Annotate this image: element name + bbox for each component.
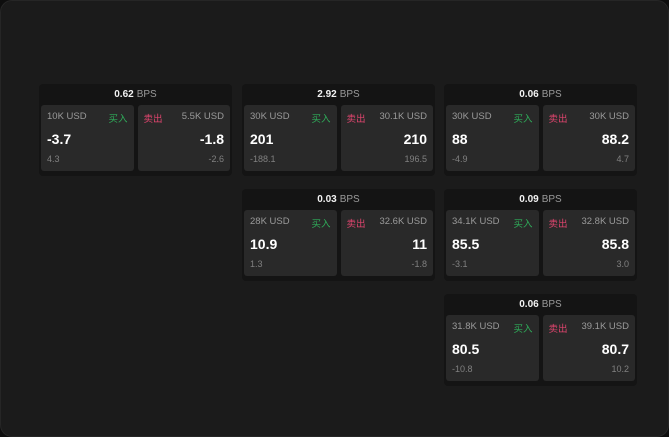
- spread-header: 0.06 BPS: [444, 84, 637, 105]
- buy-cell[interactable]: 30K USD 买入 88 -4.9: [446, 105, 539, 171]
- sell-cell[interactable]: 卖出 32.6K USD 11 -1.8: [340, 210, 433, 276]
- spread-value: 0.03: [317, 194, 337, 205]
- spread-unit: BPS: [541, 299, 562, 310]
- spread-unit: BPS: [136, 89, 157, 100]
- buy-cell[interactable]: 10K USD 买入 -3.7 4.3: [41, 105, 134, 171]
- bid-size: 31.8K USD: [452, 321, 500, 332]
- spread-header: 0.62 BPS: [39, 84, 232, 105]
- quote-card: 2.92 BPS 30K USD 买入 201 -188.1 卖出 30.1K USD…: [242, 84, 435, 176]
- ask-price: 85.8: [601, 236, 629, 252]
- spread-value: 0.09: [519, 194, 539, 205]
- ask-change: 4.7: [616, 154, 629, 164]
- ask-size: 30K USD: [589, 111, 629, 122]
- sell-label: 卖出: [143, 114, 163, 125]
- sell-cell[interactable]: 卖出 30.1K USD 210 196.5: [340, 105, 433, 171]
- bid-size: 10K USD: [47, 111, 87, 122]
- sell-cell[interactable]: 卖出 30K USD 88.2 4.7: [542, 105, 635, 171]
- ask-change: -2.6: [208, 154, 224, 164]
- buy-label: 买入: [108, 114, 128, 125]
- ask-change: 3.0: [616, 259, 629, 269]
- sell-label: 卖出: [346, 219, 366, 230]
- ask-price: 80.7: [601, 341, 629, 357]
- quote-card: 0.09 BPS 34.1K USD 买入 85.5 -3.1 卖出 32.8K US…: [444, 189, 637, 281]
- spread-value: 0.06: [519, 89, 539, 100]
- ask-change: 196.5: [404, 154, 427, 164]
- ask-change: 10.2: [611, 364, 629, 374]
- bid-price: 80.5: [452, 341, 480, 357]
- sell-label: 卖出: [548, 219, 568, 230]
- buy-cell[interactable]: 31.8K USD 买入 80.5 -10.8: [446, 315, 539, 381]
- bid-change: 1.3: [250, 259, 263, 269]
- ask-size: 32.6K USD: [379, 216, 427, 227]
- quote-card: 0.06 BPS 30K USD 买入 88 -4.9 卖出 30K USD 88.2…: [444, 84, 637, 176]
- spread-header: 0.09 BPS: [444, 189, 637, 210]
- buy-label: 买入: [311, 219, 331, 230]
- quote-card: 0.62 BPS 10K USD 买入 -3.7 4.3 卖出 5.5K USD -1…: [39, 84, 232, 176]
- bid-size: 28K USD: [250, 216, 290, 227]
- sell-label: 卖出: [548, 114, 568, 125]
- bid-change: -10.8: [452, 364, 473, 374]
- bid-change: -188.1: [250, 154, 276, 164]
- sell-cell[interactable]: 卖出 5.5K USD -1.8 -2.6: [137, 105, 230, 171]
- bid-change: -4.9: [452, 154, 468, 164]
- bid-size: 30K USD: [250, 111, 290, 122]
- spread-unit: BPS: [541, 194, 562, 205]
- ask-size: 5.5K USD: [181, 111, 224, 122]
- sell-label: 卖出: [548, 324, 568, 335]
- ask-price: 210: [403, 131, 427, 147]
- spread-unit: BPS: [339, 89, 360, 100]
- spread-unit: BPS: [541, 89, 562, 100]
- ask-change: -1.8: [411, 259, 427, 269]
- ask-size: 32.8K USD: [581, 216, 629, 227]
- ask-size: 30.1K USD: [379, 111, 427, 122]
- ask-price: -1.8: [199, 131, 224, 147]
- buy-cell[interactable]: 28K USD 买入 10.9 1.3: [244, 210, 337, 276]
- ask-price: 88.2: [601, 131, 629, 147]
- bid-size: 30K USD: [452, 111, 492, 122]
- quote-card: 0.06 BPS 31.8K USD 买入 80.5 -10.8 卖出 39.1K U…: [444, 294, 637, 386]
- ask-size: 39.1K USD: [581, 321, 629, 332]
- bid-price: 201: [250, 131, 274, 147]
- ask-price: 11: [412, 236, 427, 252]
- spread-value: 2.92: [317, 89, 337, 100]
- buy-label: 买入: [513, 219, 533, 230]
- quote-card: 0.03 BPS 28K USD 买入 10.9 1.3 卖出 32.6K USD 1…: [242, 189, 435, 281]
- spread-value: 0.06: [519, 299, 539, 310]
- buy-label: 买入: [311, 114, 331, 125]
- sell-cell[interactable]: 卖出 32.8K USD 85.8 3.0: [542, 210, 635, 276]
- sell-cell[interactable]: 卖出 39.1K USD 80.7 10.2: [542, 315, 635, 381]
- buy-label: 买入: [513, 324, 533, 335]
- buy-label: 买入: [513, 114, 533, 125]
- bid-change: 4.3: [47, 154, 60, 164]
- buy-cell[interactable]: 34.1K USD 买入 85.5 -3.1: [446, 210, 539, 276]
- bid-change: -3.1: [452, 259, 468, 269]
- bid-size: 34.1K USD: [452, 216, 500, 227]
- spread-header: 0.03 BPS: [242, 189, 435, 210]
- bid-price: -3.7: [47, 131, 72, 147]
- spread-header: 0.06 BPS: [444, 294, 637, 315]
- bid-price: 10.9: [250, 236, 278, 252]
- spread-unit: BPS: [339, 194, 360, 205]
- sell-label: 卖出: [346, 114, 366, 125]
- spread-value: 0.62: [114, 89, 134, 100]
- buy-cell[interactable]: 30K USD 买入 201 -188.1: [244, 105, 337, 171]
- bid-price: 88: [452, 131, 468, 147]
- spread-header: 2.92 BPS: [242, 84, 435, 105]
- bid-price: 85.5: [452, 236, 480, 252]
